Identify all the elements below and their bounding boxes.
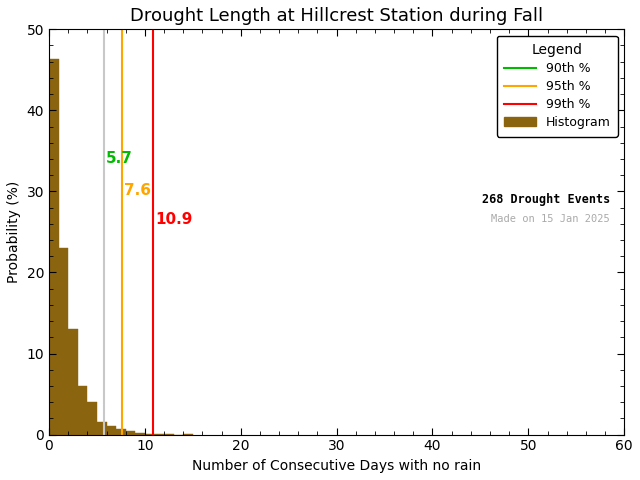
Bar (68, 329, 77, 434)
X-axis label: Number of Consecutive Days with no rain: Number of Consecutive Days with no rain (192, 459, 481, 473)
Text: Made on 15 Jan 2025: Made on 15 Jan 2025 (491, 214, 610, 224)
Bar (59, 248, 68, 434)
Bar (87, 402, 97, 434)
Bar (77, 386, 87, 434)
Legend: 90th %, 95th %, 99th %, Histogram: 90th %, 95th %, 99th %, Histogram (497, 36, 618, 136)
Text: 268 Drought Events: 268 Drought Events (482, 193, 610, 206)
Text: 7.6: 7.6 (124, 183, 151, 198)
Bar (125, 432, 135, 434)
Text: 5.7: 5.7 (106, 151, 132, 166)
Bar (49, 59, 59, 434)
Text: 10.9: 10.9 (156, 212, 193, 227)
Bar (116, 429, 125, 434)
Bar (97, 422, 106, 434)
Title: Drought Length at Hillcrest Station during Fall: Drought Length at Hillcrest Station duri… (130, 7, 543, 25)
Bar (106, 426, 116, 434)
Bar (135, 433, 145, 434)
Y-axis label: Probability (%): Probability (%) (7, 181, 21, 283)
